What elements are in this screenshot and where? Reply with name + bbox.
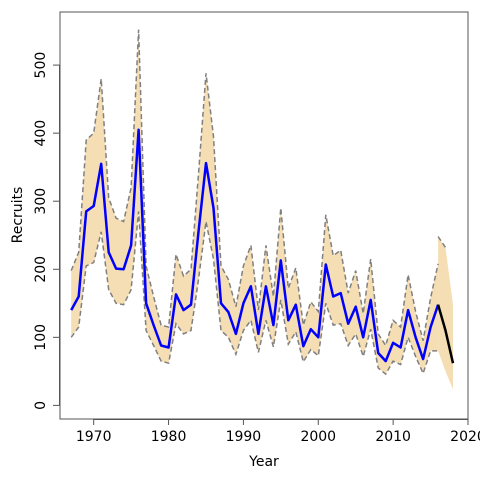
series-line-layer bbox=[70, 128, 455, 364]
estimate-confidence-band bbox=[71, 29, 439, 375]
y-axis-label: Recruits bbox=[10, 187, 26, 244]
projection-upper-bound-line bbox=[437, 236, 447, 248]
estimate-lower-bound-line bbox=[70, 211, 439, 376]
x-tick-label: 1980 bbox=[151, 429, 187, 445]
x-tick-label: 2010 bbox=[375, 429, 411, 445]
x-tick-label: 1970 bbox=[76, 429, 112, 445]
x-tick-label: 2000 bbox=[300, 429, 336, 445]
y-tick-label: 500 bbox=[33, 52, 49, 79]
y-tick-label: 100 bbox=[33, 324, 49, 351]
plot-frame bbox=[59, 11, 469, 420]
x-axis-label: Year bbox=[248, 454, 279, 470]
estimate-upper-bound-line bbox=[70, 29, 439, 348]
y-tick-label: 200 bbox=[33, 256, 49, 283]
y-tick-label: 0 bbox=[33, 401, 49, 410]
x-tick-label: 1990 bbox=[226, 429, 262, 445]
estimate-series-line bbox=[70, 128, 440, 363]
y-axis: 0 100 200 300 400 500 bbox=[33, 52, 60, 410]
confidence-edge-layer bbox=[70, 29, 447, 376]
y-tick-label: 300 bbox=[33, 188, 49, 215]
projection-series-line bbox=[436, 304, 455, 364]
y-tick-label: 400 bbox=[33, 120, 49, 147]
